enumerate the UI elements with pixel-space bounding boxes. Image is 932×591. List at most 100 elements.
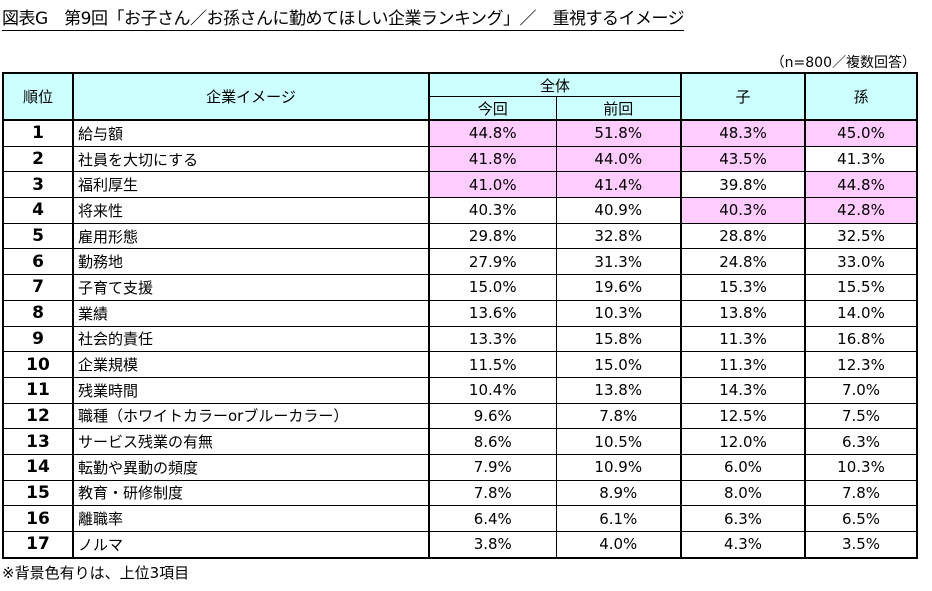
item-cell: 企業規模 — [72, 351, 430, 378]
previous-cell: 10.5% — [555, 428, 683, 455]
current-cell: 41.8% — [428, 145, 557, 173]
previous-cell: 32.8% — [555, 222, 683, 250]
grandchild-cell: 14.0% — [804, 299, 918, 327]
grandchild-cell: 42.8% — [804, 197, 918, 224]
item-cell: 子育て支援 — [72, 274, 430, 301]
previous-cell: 31.3% — [555, 248, 683, 276]
grandchild-cell: 7.8% — [804, 479, 918, 507]
rank-cell: 10 — [2, 351, 74, 378]
current-cell: 13.3% — [428, 325, 557, 353]
rank-cell: 5 — [2, 222, 74, 250]
previous-cell: 40.9% — [555, 197, 683, 224]
child-cell: 14.3% — [680, 376, 807, 404]
table-row: 12 職種（ホワイトカラーorブルーカラー） 9.6% 7.8% 12.5% 7.5% — [2, 402, 918, 430]
table-row: 2 社員を大切にする 41.8% 44.0% 43.5% 41.3% — [2, 145, 918, 173]
child-cell: 8.0% — [680, 479, 807, 507]
child-cell: 13.8% — [680, 299, 807, 327]
current-cell: 6.4% — [428, 505, 557, 532]
rank-cell: 8 — [2, 299, 74, 327]
previous-cell: 7.8% — [555, 402, 683, 430]
item-cell: 社員を大切にする — [72, 145, 430, 173]
table-row: 15 教育・研修制度 7.8% 8.9% 8.0% 7.8% — [2, 479, 918, 507]
grandchild-cell: 7.5% — [804, 402, 918, 430]
item-cell: 職種（ホワイトカラーorブルーカラー） — [72, 402, 430, 430]
header-rank: 順位 — [2, 72, 74, 121]
header-overall: 全体 — [428, 72, 683, 97]
item-cell: サービス残業の有無 — [72, 428, 430, 455]
child-cell: 40.3% — [680, 197, 807, 224]
header-item: 企業イメージ — [72, 72, 430, 121]
table-row: 1 給与額 44.8% 51.8% 48.3% 45.0% — [2, 119, 918, 147]
child-cell: 48.3% — [680, 119, 807, 147]
table-row: 3 福利厚生 41.0% 41.4% 39.8% 44.8% — [2, 171, 918, 199]
child-cell: 11.3% — [680, 351, 807, 378]
grandchild-cell: 41.3% — [804, 145, 918, 173]
item-cell: 給与額 — [72, 119, 430, 147]
item-cell: 雇用形態 — [72, 222, 430, 250]
child-cell: 4.3% — [680, 530, 807, 559]
rank-cell: 2 — [2, 145, 74, 173]
grandchild-cell: 44.8% — [804, 171, 918, 199]
table-row: 5 雇用形態 29.8% 32.8% 28.8% 32.5% — [2, 222, 918, 250]
current-cell: 40.3% — [428, 197, 557, 224]
grandchild-cell: 12.3% — [804, 351, 918, 378]
previous-cell: 6.1% — [555, 505, 683, 532]
table-row: 7 子育て支援 15.0% 19.6% 15.3% 15.5% — [2, 274, 918, 301]
child-cell: 12.5% — [680, 402, 807, 430]
item-cell: 勤務地 — [72, 248, 430, 276]
previous-cell: 8.9% — [555, 479, 683, 507]
previous-cell: 44.0% — [555, 145, 683, 173]
header-child: 子 — [680, 72, 807, 121]
table-row: 16 離職率 6.4% 6.1% 6.3% 6.5% — [2, 505, 918, 532]
grandchild-cell: 16.8% — [804, 325, 918, 353]
child-cell: 6.0% — [680, 453, 807, 481]
child-cell: 6.3% — [680, 505, 807, 532]
child-cell: 24.8% — [680, 248, 807, 276]
previous-cell: 10.9% — [555, 453, 683, 481]
item-cell: 教育・研修制度 — [72, 479, 430, 507]
child-cell: 15.3% — [680, 274, 807, 301]
rank-cell: 3 — [2, 171, 74, 199]
current-cell: 8.6% — [428, 428, 557, 455]
item-cell: 社会的責任 — [72, 325, 430, 353]
item-cell: 離職率 — [72, 505, 430, 532]
rank-cell: 6 — [2, 248, 74, 276]
table-row: 6 勤務地 27.9% 31.3% 24.8% 33.0% — [2, 248, 918, 276]
item-cell: ノルマ — [72, 530, 430, 559]
current-cell: 9.6% — [428, 402, 557, 430]
grandchild-cell: 3.5% — [804, 530, 918, 559]
header-previous: 前回 — [555, 96, 683, 121]
current-cell: 7.9% — [428, 453, 557, 481]
rank-cell: 16 — [2, 505, 74, 532]
ranking-table: 順位 企業イメージ 全体 子 孫 今回 前回 1 給与額 44.8% 51.8% 48.… — [2, 72, 918, 559]
table-row: 17 ノルマ 3.8% 4.0% 4.3% 3.5% — [2, 530, 918, 559]
sample-note: （n=800／複数回答） — [770, 55, 916, 71]
table-row: 10 企業規模 11.5% 15.0% 11.3% 12.3% — [2, 351, 918, 378]
previous-cell: 15.0% — [555, 351, 683, 378]
current-cell: 29.8% — [428, 222, 557, 250]
grandchild-cell: 6.5% — [804, 505, 918, 532]
table-row: 14 転勤や異動の頻度 7.9% 10.9% 6.0% 10.3% — [2, 453, 918, 481]
header-current: 今回 — [428, 96, 557, 121]
page-title: 図表G 第9回「お子さん／お孫さんに勤めてほしい企業ランキング」／ 重視するイメ… — [2, 9, 685, 31]
previous-cell: 4.0% — [555, 530, 683, 559]
grandchild-cell: 6.3% — [804, 428, 918, 455]
grandchild-cell: 33.0% — [804, 248, 918, 276]
rank-cell: 7 — [2, 274, 74, 301]
current-cell: 15.0% — [428, 274, 557, 301]
grandchild-cell: 32.5% — [804, 222, 918, 250]
rank-cell: 17 — [2, 530, 74, 559]
rank-cell: 14 — [2, 453, 74, 481]
item-cell: 業績 — [72, 299, 430, 327]
rank-cell: 13 — [2, 428, 74, 455]
grandchild-cell: 45.0% — [804, 119, 918, 147]
child-cell: 12.0% — [680, 428, 807, 455]
rank-cell: 15 — [2, 479, 74, 507]
child-cell: 28.8% — [680, 222, 807, 250]
current-cell: 41.0% — [428, 171, 557, 199]
current-cell: 3.8% — [428, 530, 557, 559]
current-cell: 44.8% — [428, 119, 557, 147]
item-cell: 転勤や異動の頻度 — [72, 453, 430, 481]
current-cell: 10.4% — [428, 376, 557, 404]
table-row: 9 社会的責任 13.3% 15.8% 11.3% 16.8% — [2, 325, 918, 353]
